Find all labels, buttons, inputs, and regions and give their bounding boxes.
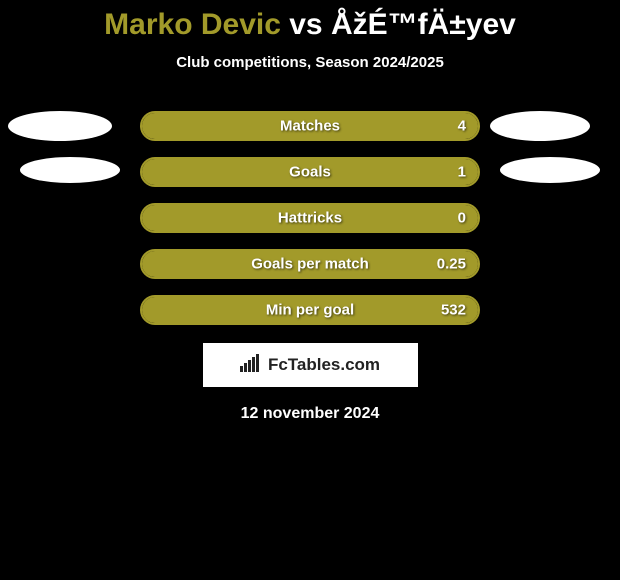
decorative-ellipse <box>500 157 600 183</box>
stat-label: Hattricks <box>278 210 342 227</box>
date-label: 12 november 2024 <box>0 405 620 423</box>
stat-row: Hattricks 0 <box>140 203 480 233</box>
stat-row: Goals 1 <box>140 157 480 187</box>
decorative-ellipse <box>8 111 112 141</box>
player1-name: Marko Devic <box>104 8 281 41</box>
page-title: Marko Devic vs ÅžÉ™fÄ±yev <box>0 8 620 42</box>
stat-label: Goals per match <box>251 256 369 273</box>
stat-value: 1 <box>458 164 466 181</box>
stat-label: Min per goal <box>266 302 354 319</box>
stat-label: Goals <box>289 164 331 181</box>
logo-text: FcTables.com <box>268 355 380 375</box>
stat-value: 532 <box>441 302 466 319</box>
stat-row: Goals per match 0.25 <box>140 249 480 279</box>
stat-value: 0.25 <box>437 256 466 273</box>
stat-label: Matches <box>280 118 340 135</box>
bars-icon <box>240 354 262 377</box>
source-logo[interactable]: FcTables.com <box>203 343 418 387</box>
stat-row: Min per goal 532 <box>140 295 480 325</box>
stats-area: Matches 4 Goals 1 Hattricks 0 Goals per match 0… <box>0 111 620 325</box>
player2-name: ÅžÉ™fÄ±yev <box>331 8 516 41</box>
stat-value: 4 <box>458 118 466 135</box>
stat-value: 0 <box>458 210 466 227</box>
decorative-ellipse <box>20 157 120 183</box>
vs-separator: vs <box>289 8 322 41</box>
stat-row: Matches 4 <box>140 111 480 141</box>
subtitle: Club competitions, Season 2024/2025 <box>0 54 620 71</box>
decorative-ellipse <box>490 111 590 141</box>
comparison-widget: Marko Devic vs ÅžÉ™fÄ±yev Club competiti… <box>0 0 620 423</box>
